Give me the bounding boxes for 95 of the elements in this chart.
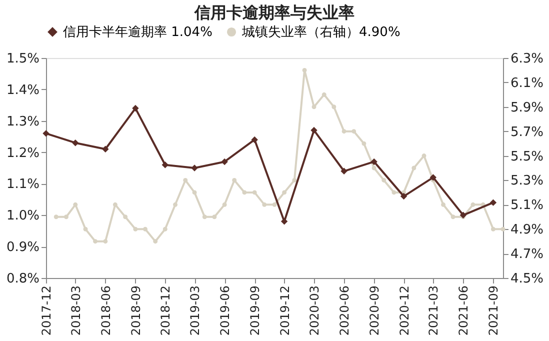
y-tick-label: 1.1% <box>6 177 40 192</box>
point <box>282 190 287 195</box>
x-tick-label: 2018-03 <box>68 286 83 336</box>
point <box>252 190 257 195</box>
point <box>222 202 227 207</box>
point <box>102 146 109 152</box>
point <box>162 162 168 168</box>
y2-tick-label: 6.1% <box>510 76 544 91</box>
y-tick-label: 1.4% <box>6 82 40 98</box>
point <box>183 178 188 182</box>
point <box>73 202 78 207</box>
y2-tick-label: 5.3% <box>510 174 544 189</box>
point <box>422 154 426 158</box>
y2-tick-label: 4.7% <box>510 247 544 262</box>
point <box>103 239 108 244</box>
x-tick-label: 2019-03 <box>188 286 202 336</box>
y2-tick-label: 4.9% <box>510 222 544 238</box>
y-tick-label: 1.5% <box>6 52 40 66</box>
y-tick-label: 0.9% <box>6 240 40 256</box>
point <box>143 226 148 232</box>
point <box>490 226 496 232</box>
point <box>251 136 258 144</box>
point <box>460 212 467 218</box>
point <box>42 130 50 137</box>
point <box>500 226 506 232</box>
x-tick-label: 2019-06 <box>218 286 232 336</box>
y2-tick-label: 5.1% <box>510 198 544 214</box>
point <box>132 104 139 112</box>
point <box>153 239 158 244</box>
point <box>262 202 267 207</box>
point <box>490 199 497 206</box>
y-tick-label: 0.8% <box>6 272 40 286</box>
x-tick-label: 2021-03 <box>426 286 441 336</box>
point <box>192 190 197 195</box>
point <box>302 68 307 72</box>
point <box>191 164 198 172</box>
x-tick-label: 2020-03 <box>308 286 322 336</box>
x-tick-label: 2018-09 <box>128 286 143 336</box>
point <box>173 202 178 207</box>
x-tick-label: 2018-06 <box>98 286 113 336</box>
x-tick-label: 2019-12 <box>278 286 292 336</box>
y2-tick-label: 5.5% <box>510 149 544 164</box>
point <box>162 226 168 232</box>
y2-tick-label: 5.7% <box>510 124 544 140</box>
point <box>312 104 316 110</box>
point <box>372 166 376 170</box>
point <box>352 129 356 134</box>
point <box>272 202 277 207</box>
point <box>441 202 446 207</box>
point <box>232 178 237 182</box>
point <box>242 190 247 195</box>
legend-label: 信用卡半年逾期率 1.04% <box>63 24 212 40</box>
y-tick-label: 1.3% <box>6 114 40 130</box>
x-tick-label: 2020-12 <box>397 286 412 336</box>
point <box>221 158 228 166</box>
x-tick-label: 2019-09 <box>248 286 262 336</box>
x-tick-label: 2021-09 <box>486 286 501 336</box>
point <box>64 214 68 220</box>
point <box>412 166 416 170</box>
point <box>332 104 336 110</box>
x-tick-label: 2017-12 <box>40 286 54 336</box>
y2-tick-label: 4.5% <box>510 272 544 286</box>
y2-tick-label: 5.9% <box>510 100 544 116</box>
point <box>123 214 128 220</box>
point <box>450 214 456 220</box>
point <box>292 178 297 182</box>
point <box>370 158 378 166</box>
point <box>310 126 318 134</box>
chart-title: 信用卡逾期率与失业率 <box>194 3 354 22</box>
point <box>54 214 58 220</box>
y2-tick-label: 6.3% <box>510 52 544 66</box>
point <box>83 226 88 232</box>
x-tick-label: 2020-09 <box>368 286 382 336</box>
x-tick-label: 2018-12 <box>158 286 173 336</box>
point <box>342 129 346 134</box>
point <box>322 92 326 97</box>
point <box>400 192 408 200</box>
y-tick-label: 1.2% <box>6 146 40 161</box>
point <box>362 141 366 146</box>
point <box>212 214 217 220</box>
point <box>382 178 386 182</box>
point <box>340 168 348 174</box>
point <box>133 226 138 232</box>
y-tick-label: 1.0% <box>6 208 40 224</box>
point <box>280 218 288 225</box>
x-tick-label: 2021-06 <box>456 286 471 336</box>
point <box>430 174 436 181</box>
point <box>72 140 79 146</box>
legend-label: 城镇失业率（右轴）4.90% <box>241 24 400 40</box>
point <box>202 214 207 220</box>
point <box>470 202 476 207</box>
point <box>392 190 396 195</box>
point <box>93 239 98 244</box>
x-tick-label: 2020-06 <box>338 286 352 336</box>
point <box>112 202 118 207</box>
